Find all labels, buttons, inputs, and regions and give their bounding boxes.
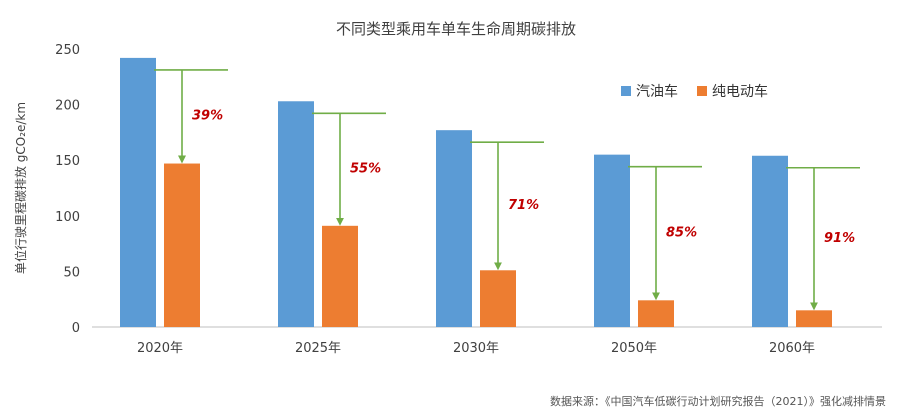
legend-swatch [621,86,631,96]
y-axis-label: 单位行驶里程碳排放 gCO₂e/km [13,102,28,274]
reduction-label: 39% [192,109,223,124]
reduction-label: 71% [508,198,539,213]
bar-electric [638,300,674,327]
legend: 汽油车 纯电动车 [621,83,768,100]
x-tick-label: 2025年 [295,341,341,356]
y-tick-label: 0 [72,321,80,336]
bars-group [120,57,832,328]
x-tick-label: 2020年 [137,341,183,356]
bar-electric [796,310,832,327]
y-tick-label: 200 [55,99,80,114]
bar-gasoline [436,130,472,327]
y-tick-label: 100 [55,210,80,225]
legend-swatch [697,86,707,96]
reduction-label: 91% [824,231,855,246]
legend-label: 纯电动车 [712,83,768,100]
y-axis-ticks: 0 50 100 150 200 250 [55,43,80,336]
source-note: 数据来源：《中国汽车低碳行动计划研究报告（2021）》强化减排情景 [550,394,886,408]
bar-electric [480,270,516,327]
y-tick-label: 50 [63,265,80,280]
bar-electric [164,163,200,327]
bar-gasoline [120,57,156,328]
x-tick-label: 2050年 [611,341,657,356]
reduction-label: 55% [350,162,381,177]
reduction-label: 85% [666,225,697,240]
bar-electric [322,225,358,327]
x-tick-label: 2030年 [453,341,499,356]
y-tick-label: 150 [55,154,80,169]
bar-gasoline [594,154,630,327]
chart-title: 不同类型乘用车单车生命周期碳排放 [336,20,576,38]
bar-gasoline [278,101,314,327]
x-axis-ticks: 2020年 2025年 2030年 2050年 2060年 [137,341,815,356]
bar-gasoline [752,155,788,327]
x-tick-label: 2060年 [769,341,815,356]
y-tick-label: 250 [55,43,80,58]
reduction-arrows: 39% 55% 71% 85% 91% [154,69,860,311]
legend-label: 汽油车 [636,83,678,100]
